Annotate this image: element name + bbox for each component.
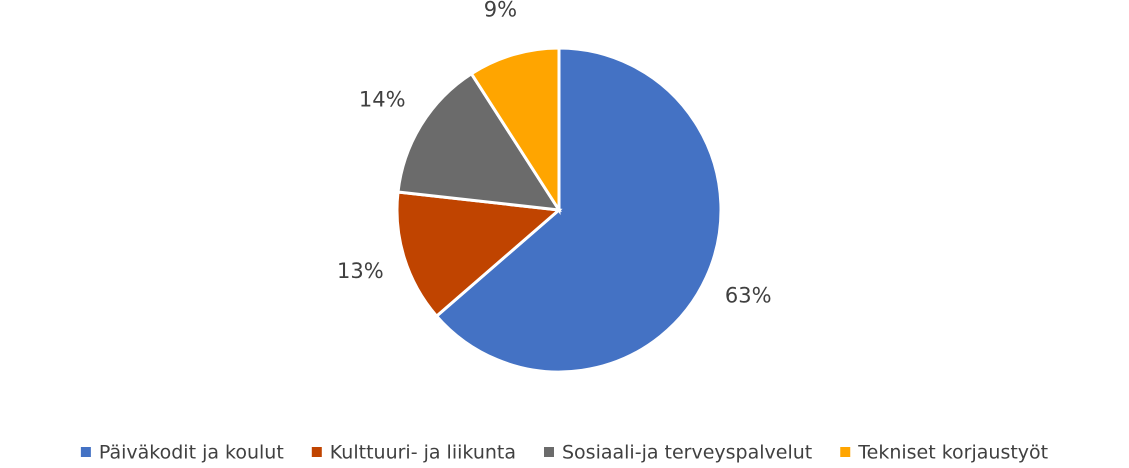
legend-swatch [311, 447, 322, 457]
legend-swatch [840, 447, 851, 457]
pie-slice [396, 71, 562, 212]
pie-slice [469, 46, 561, 216]
legend-label: Tekniset korjaustyöt [857, 442, 1048, 464]
value-label: 63% [725, 283, 772, 307]
value-label: 9% [484, 0, 517, 21]
pie-slice [434, 46, 723, 374]
value-label: 14% [359, 87, 406, 111]
legend-swatch [544, 447, 554, 457]
legend-label: Kulttuuri- ja liikunta [330, 442, 516, 464]
pie-slice [395, 190, 563, 319]
legend-swatch [80, 447, 91, 457]
legend-label: Sosiaali-ja terveyspalvelut [562, 442, 812, 464]
value-label: 13% [337, 259, 384, 283]
legend-label: Päiväkodit ja koulut [99, 442, 284, 464]
